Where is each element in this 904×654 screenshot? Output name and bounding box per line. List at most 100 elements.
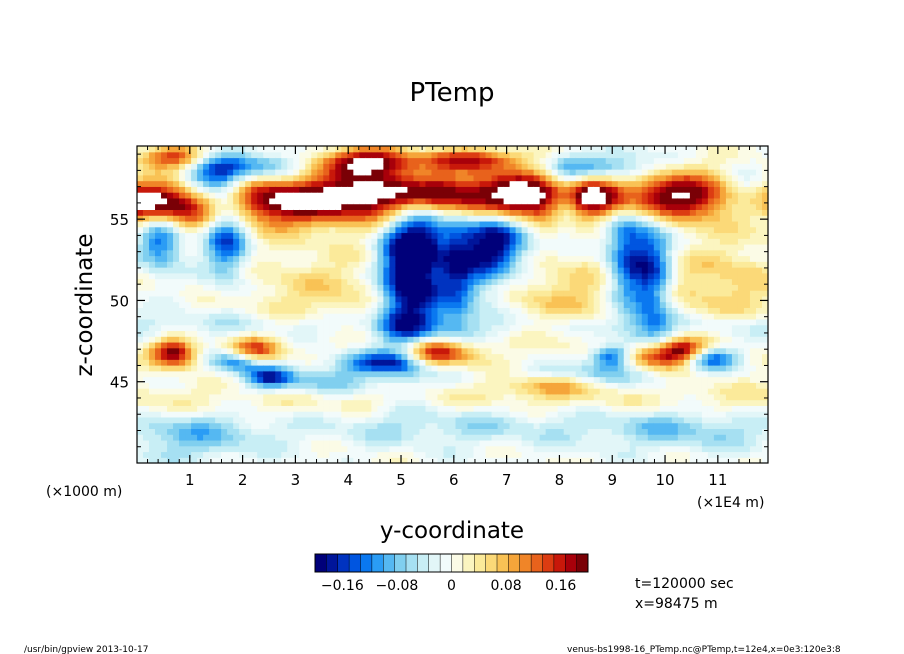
heatmap-cell <box>335 197 342 205</box>
heatmap-cell <box>569 243 577 251</box>
heatmap-cell <box>533 146 541 153</box>
heatmap-cell <box>539 169 547 176</box>
heatmap-cell <box>671 243 679 251</box>
heatmap-cell <box>473 324 481 332</box>
heatmap-cell <box>455 192 463 199</box>
heatmap-cell <box>593 399 601 406</box>
heatmap-cell <box>143 272 150 280</box>
heatmap-cell <box>281 451 288 458</box>
heatmap-cell <box>251 307 258 314</box>
heatmap-cell <box>203 382 210 389</box>
heatmap-cell <box>533 295 541 303</box>
heatmap-cell <box>581 272 589 280</box>
heatmap-cell <box>443 261 451 268</box>
heatmap-cell <box>227 457 234 464</box>
heatmap-cell <box>647 411 655 418</box>
heatmap-cell <box>611 439 619 447</box>
heatmap-cell <box>167 180 174 187</box>
heatmap-cell <box>593 169 601 176</box>
heatmap-cell <box>281 243 288 251</box>
heatmap-cell <box>659 197 667 205</box>
heatmap-cell <box>197 341 204 349</box>
heatmap-cell <box>407 393 415 401</box>
heatmap-cell <box>269 382 276 389</box>
heatmap-cell <box>305 192 312 199</box>
heatmap-cell <box>203 388 210 395</box>
heatmap-cell <box>485 434 493 441</box>
heatmap-cell <box>335 353 342 360</box>
heatmap-cell <box>599 318 607 326</box>
heatmap-cell <box>383 341 390 349</box>
heatmap-cell <box>413 220 421 228</box>
heatmap-cell <box>203 261 210 268</box>
heatmap-cell <box>491 169 499 176</box>
heatmap-cell <box>605 336 613 343</box>
heatmap-cell <box>161 261 168 268</box>
heatmap-cell <box>449 261 457 268</box>
heatmap-cell <box>341 151 348 159</box>
heatmap-cell <box>671 226 679 234</box>
heatmap-cell <box>485 428 493 435</box>
heatmap-cell <box>641 290 649 297</box>
heatmap-cell <box>167 295 174 303</box>
heatmap-cell <box>671 405 679 412</box>
heatmap-cell <box>377 457 384 464</box>
heatmap-cell <box>401 376 409 383</box>
heatmap-cell <box>173 272 180 280</box>
heatmap-cell <box>533 169 541 176</box>
heatmap-cell <box>473 330 481 337</box>
heatmap-cell <box>173 157 180 164</box>
heatmap-cell <box>455 290 463 297</box>
heatmap-cell <box>335 376 342 383</box>
heatmap-cell <box>563 365 571 372</box>
heatmap-cell <box>323 226 330 234</box>
heatmap-cell <box>401 243 409 251</box>
heatmap-cell <box>269 180 276 187</box>
heatmap-cell <box>503 284 511 291</box>
heatmap-cell <box>323 422 330 430</box>
heatmap-cell <box>551 416 559 424</box>
heatmap-cell <box>539 243 547 251</box>
heatmap-cell <box>161 330 168 337</box>
heatmap-cell <box>215 359 222 366</box>
heatmap-cell <box>353 157 360 164</box>
heatmap-cell <box>149 347 156 355</box>
heatmap-cell <box>419 347 427 355</box>
heatmap-cell <box>341 238 348 245</box>
heatmap-cell <box>317 192 324 199</box>
heatmap-cell <box>281 267 288 274</box>
heatmap-cell <box>599 336 607 343</box>
heatmap-cell <box>665 347 673 355</box>
heatmap-cell <box>359 157 366 164</box>
heatmap-cell <box>389 451 397 458</box>
heatmap-cell <box>365 341 372 349</box>
heatmap-cell <box>395 411 403 418</box>
heatmap-cell <box>659 324 667 332</box>
heatmap-cell <box>221 405 228 412</box>
heatmap-cell <box>485 169 493 176</box>
heatmap-cell <box>269 416 276 424</box>
heatmap-cell <box>629 174 637 182</box>
heatmap-cell <box>461 353 469 360</box>
heatmap-cell <box>359 376 366 383</box>
heatmap-cell <box>143 336 150 343</box>
heatmap-cell <box>545 186 553 193</box>
heatmap-cell <box>485 451 493 458</box>
heatmap-cell <box>245 290 252 297</box>
heatmap-cell <box>479 209 487 216</box>
heatmap-cell <box>671 428 679 435</box>
heatmap-cell <box>407 157 415 164</box>
heatmap-cell <box>587 359 595 366</box>
heatmap-cell <box>599 255 607 262</box>
heatmap-cell <box>677 243 685 251</box>
heatmap-cell <box>341 146 348 153</box>
heatmap-cell <box>551 267 559 274</box>
heatmap-cell <box>275 151 282 159</box>
heatmap-cell <box>167 278 174 285</box>
heatmap-cell <box>353 267 360 274</box>
heatmap-cell <box>329 445 336 453</box>
heatmap-cell <box>467 353 475 360</box>
heatmap-cell <box>533 157 541 164</box>
heatmap-cell <box>239 243 246 251</box>
heatmap-cell <box>641 434 649 441</box>
